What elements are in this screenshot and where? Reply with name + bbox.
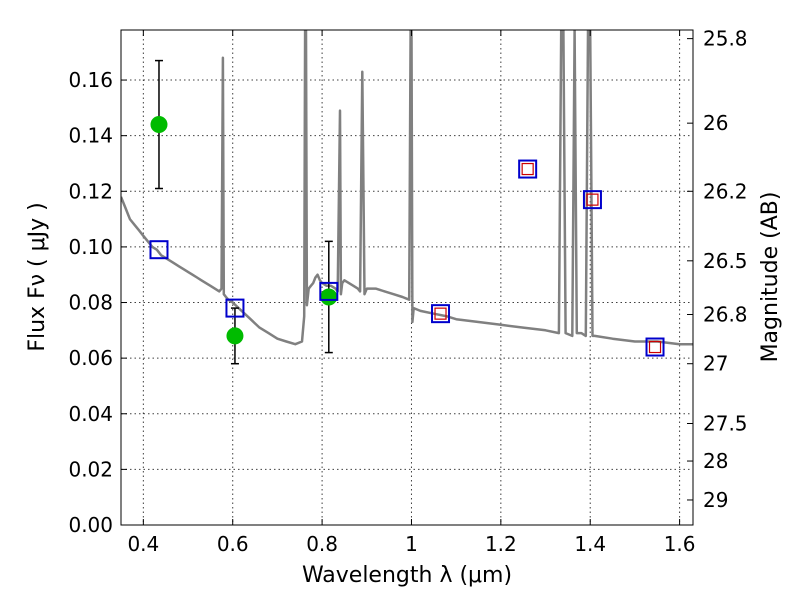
x-tick-label: 0.6 — [217, 532, 249, 556]
model-square-blue — [319, 281, 339, 301]
right-tick-label: 26.8 — [703, 302, 748, 326]
plot-area — [121, 30, 693, 346]
right-tick-label: 26.5 — [703, 249, 748, 273]
model-square-blue — [149, 240, 169, 260]
y-tick-label: 0.16 — [68, 68, 113, 92]
y-tick-label: 0.06 — [68, 346, 113, 370]
y-tick-label: 0.10 — [68, 235, 113, 259]
y-tick-label: 0.00 — [68, 513, 113, 537]
right-tick-label: 28 — [703, 449, 728, 473]
x-tick-label: 1.6 — [664, 532, 696, 556]
sed-model-line — [121, 30, 693, 346]
x-axis-label: Wavelength λ (μm) — [302, 563, 512, 588]
photometry-point — [150, 116, 168, 134]
y-tick-label: 0.04 — [68, 402, 113, 426]
y-tick-label: 0.02 — [68, 457, 113, 481]
right-tick-label: 26 — [703, 111, 728, 135]
right-tick-label: 25.8 — [703, 27, 748, 51]
data-points — [149, 59, 665, 365]
x-tick-label: 1 — [405, 532, 418, 556]
x-tick-label: 0.4 — [127, 532, 159, 556]
plot-frame — [120, 29, 694, 526]
right-tick-label: 27 — [703, 352, 728, 376]
model-square-red — [434, 307, 447, 320]
right-tick-label: 26.2 — [703, 179, 748, 203]
y-axis-right-label: Magnitude (AB) — [758, 192, 783, 363]
model-square-blue — [431, 304, 451, 324]
y-tick-label: 0.08 — [68, 291, 113, 315]
photometry-point — [320, 288, 338, 306]
x-tick-label: 0.8 — [306, 532, 338, 556]
right-tick-label: 27.5 — [703, 411, 748, 435]
model-square-red — [521, 162, 534, 176]
y-axis-label: Flux Fν ( μJy ) — [25, 202, 50, 351]
grid — [121, 30, 693, 526]
x-tick-label: 1.2 — [485, 532, 517, 556]
model-square-red — [586, 193, 599, 206]
y-tick-label: 0.12 — [68, 179, 113, 203]
x-tick-label: 1.4 — [574, 532, 606, 556]
model-square-red — [648, 340, 662, 354]
model-square-blue — [645, 337, 665, 357]
axes-ticks: 0.4 0.6 0.8 1 1.2 1.4 1.6 0.00 0.02 0.04 0.06 0.08 0… — [68, 27, 747, 556]
model-square-blue — [518, 159, 538, 179]
y-tick-label: 0.14 — [68, 124, 113, 148]
photometry-point — [226, 327, 244, 345]
model-square-blue — [225, 298, 245, 318]
right-tick-label: 29 — [703, 488, 728, 512]
model-square-blue — [582, 190, 602, 210]
